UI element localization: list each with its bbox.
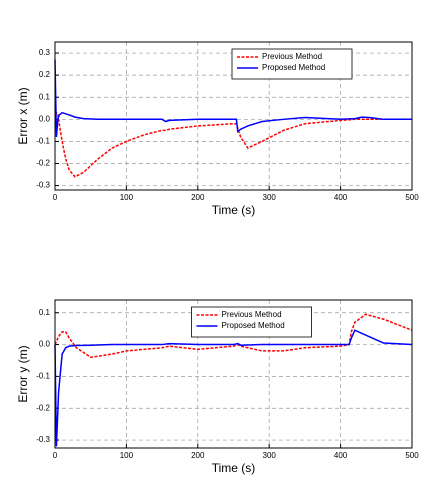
legend: Previous Method Proposed Method	[231, 48, 353, 80]
y-tick-label: -0.3	[36, 435, 50, 444]
y-tick-label: -0.1	[36, 371, 50, 380]
x-tick-label: 200	[191, 193, 205, 202]
chart: 0.1 0.0 -0.1 -0.2 -0.30 100 200 300 400 500 Time (…	[16, 299, 419, 475]
y-tick-label: 0.1	[39, 92, 51, 101]
x-tick-label: 0	[53, 193, 58, 202]
y-axis-label: Error x (m)	[16, 87, 30, 144]
x-tick-label: 500	[405, 193, 419, 202]
y-tick-label: -0.2	[36, 403, 50, 412]
y-axis-label: Error y (m)	[16, 345, 30, 402]
legend-label: Proposed Method	[222, 321, 285, 330]
chart: 0.3 0.2 0.1 0.0 -0.1 -0.2 -0.30 100 200 300 400 500…	[16, 41, 419, 217]
x-tick-label: 0	[53, 451, 58, 460]
plot-frame	[54, 41, 413, 191]
series-line	[54, 313, 413, 359]
x-tick-label: 300	[263, 193, 277, 202]
legend-label: Proposed Method	[262, 63, 325, 72]
x-tick-label: 300	[263, 451, 277, 460]
y-tick-label: 0.0	[39, 340, 51, 349]
series-line	[54, 59, 412, 138]
plot-frame	[54, 299, 413, 449]
x-tick-label: 100	[120, 193, 134, 202]
x-tick-label: 100	[120, 451, 134, 460]
legend-box	[191, 306, 312, 338]
legend-label: Previous Method	[262, 52, 322, 61]
series-line	[54, 329, 413, 447]
x-tick-label: 400	[334, 451, 348, 460]
y-tick-label: -0.1	[36, 137, 50, 146]
y-tick-label: -0.2	[36, 159, 50, 168]
x-axis-label: Time (s)	[212, 203, 256, 217]
legend: Previous Method Proposed Method	[191, 306, 312, 338]
y-tick-label: 0.2	[39, 70, 51, 79]
x-axis-label: Time (s)	[212, 461, 256, 475]
series-line	[54, 110, 412, 178]
legend-label: Previous Method	[222, 310, 282, 319]
y-tick-label: 0.3	[39, 48, 51, 57]
legend-box	[231, 48, 353, 80]
y-tick-label: -0.3	[36, 181, 50, 190]
x-tick-label: 500	[405, 451, 419, 460]
x-tick-label: 200	[191, 451, 205, 460]
x-tick-label: 400	[334, 193, 348, 202]
y-tick-label: 0.0	[39, 114, 51, 123]
y-tick-label: 0.1	[39, 308, 51, 317]
